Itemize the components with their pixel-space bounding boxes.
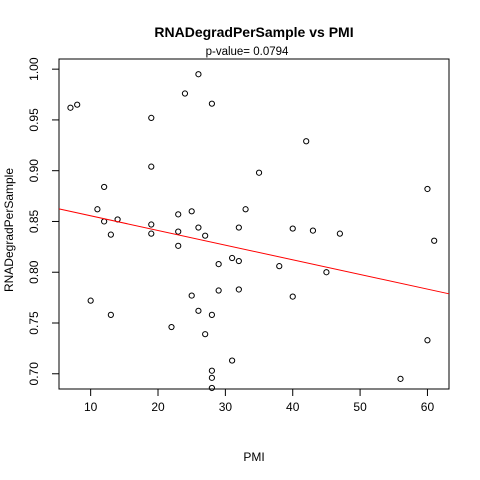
y-tick-label: 1.00 <box>27 57 41 81</box>
data-point <box>195 224 202 231</box>
x-tick-label: 20 <box>151 400 165 414</box>
data-point <box>74 101 81 108</box>
data-point <box>175 228 182 235</box>
y-tick-label: 0.90 <box>27 159 41 183</box>
data-point <box>229 254 236 262</box>
y-axis-label: RNADegradPerSample <box>2 168 16 292</box>
y-tick-label: 0.95 <box>27 108 41 132</box>
x-tick-label: 40 <box>286 400 300 414</box>
data-point <box>188 292 195 299</box>
data-point <box>215 287 222 294</box>
data-point <box>431 237 438 244</box>
y-tick-label: 0.70 <box>27 362 41 386</box>
data-points <box>67 71 438 392</box>
data-point <box>323 269 330 276</box>
y-tick-label: 0.80 <box>27 260 41 284</box>
data-point <box>215 261 222 268</box>
data-point <box>336 230 343 237</box>
y-tick-label: 0.75 <box>27 311 41 335</box>
data-point <box>101 183 108 191</box>
data-point <box>242 206 249 213</box>
chart-title: RNADegradPerSample vs PMI <box>154 24 353 40</box>
y-tick-label: 0.85 <box>27 209 41 233</box>
x-tick-label: 50 <box>353 400 367 414</box>
x-axis: 10 20 30 40 50 60 <box>84 388 435 414</box>
data-point <box>195 71 202 78</box>
data-point <box>424 185 431 193</box>
x-axis-label: PMI <box>243 450 264 464</box>
data-point <box>181 90 189 97</box>
data-point <box>148 114 155 121</box>
data-point <box>397 375 404 382</box>
data-point <box>87 297 94 304</box>
y-axis: 0.70 0.75 0.80 0.85 0.90 0.95 1.00 <box>27 57 60 386</box>
data-point <box>255 169 263 176</box>
chart-subtitle: p-value= 0.0794 <box>206 46 289 58</box>
data-point <box>67 104 74 111</box>
data-point <box>303 138 310 145</box>
data-point <box>168 323 175 331</box>
data-point <box>208 384 216 392</box>
data-point <box>208 100 216 107</box>
data-point <box>208 311 216 318</box>
plot-frame <box>58 58 450 390</box>
data-point <box>107 231 114 238</box>
data-point <box>276 263 283 270</box>
data-point <box>289 225 296 232</box>
data-point <box>208 367 216 374</box>
data-point <box>107 311 114 318</box>
data-point <box>202 331 209 338</box>
data-point <box>148 230 155 237</box>
data-point <box>195 307 202 314</box>
data-point <box>229 357 236 364</box>
x-tick-label: 10 <box>84 400 98 414</box>
x-tick-label: 60 <box>421 400 435 414</box>
data-point <box>148 163 155 170</box>
data-point <box>94 206 101 213</box>
data-point <box>309 227 317 234</box>
data-point <box>235 224 242 231</box>
data-point <box>235 286 242 293</box>
data-point <box>208 374 216 381</box>
data-point <box>175 242 182 249</box>
x-tick-label: 30 <box>219 400 233 414</box>
data-point <box>424 337 431 344</box>
regression-line <box>58 208 450 295</box>
data-point <box>148 221 155 228</box>
data-point <box>235 257 242 265</box>
data-point <box>202 232 209 239</box>
data-point <box>175 211 182 218</box>
data-point <box>289 293 296 300</box>
data-point <box>188 208 195 215</box>
